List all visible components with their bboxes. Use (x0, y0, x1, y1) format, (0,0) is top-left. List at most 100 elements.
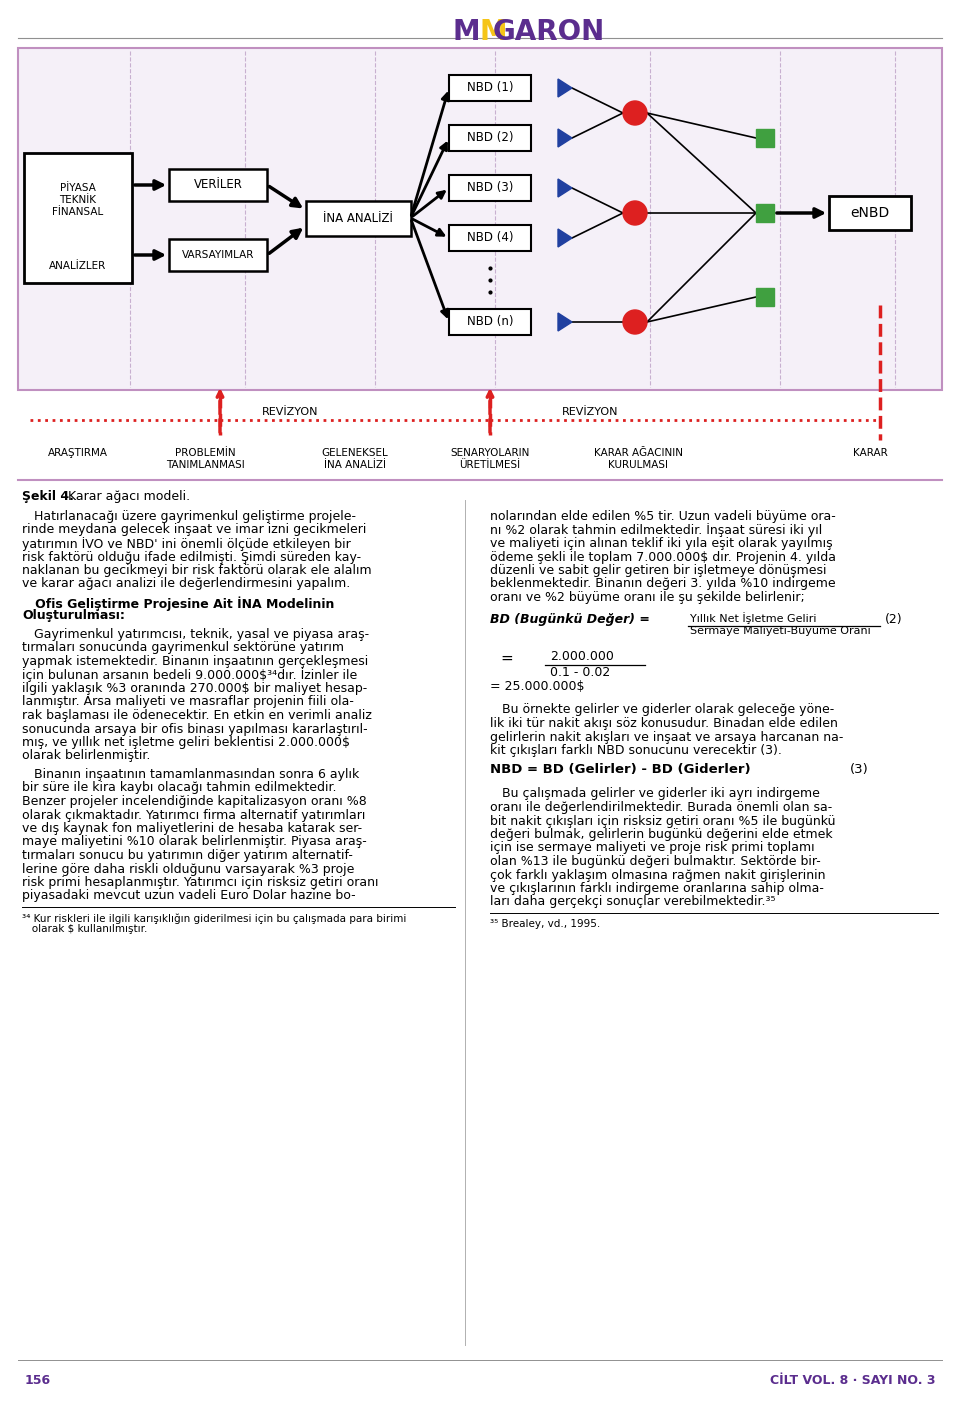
Text: M: M (452, 18, 480, 46)
Text: beklenmektedir. Binanın değeri 3. yılda %10 indirgeme: beklenmektedir. Binanın değeri 3. yılda … (490, 578, 835, 590)
Text: Benzer projeler incelendiğinde kapitalizasyon oranı %8: Benzer projeler incelendiğinde kapitaliz… (22, 795, 367, 808)
Text: VARSAYIMLAR: VARSAYIMLAR (181, 250, 254, 259)
Text: tırmaları sonucu bu yatırımın diğer yatırım alternatif-: tırmaları sonucu bu yatırımın diğer yatı… (22, 850, 353, 862)
Polygon shape (558, 179, 572, 198)
Text: naklanan bu gecikmeyi bir risk faktörü olarak ele alalım: naklanan bu gecikmeyi bir risk faktörü o… (22, 564, 372, 578)
Text: CİLT VOL. 8 · SAYI NO. 3: CİLT VOL. 8 · SAYI NO. 3 (770, 1374, 935, 1387)
Text: =: = (500, 651, 513, 666)
Text: NBD (n): NBD (n) (467, 315, 514, 328)
Text: Bu çalışmada gelirler ve giderler iki ayrı indirgeme: Bu çalışmada gelirler ve giderler iki ay… (490, 788, 820, 801)
Text: olan %13 ile bugünkü değeri bulmaktır. Sektörde bir-: olan %13 ile bugünkü değeri bulmaktır. S… (490, 855, 821, 868)
Bar (449, 224, 531, 251)
Polygon shape (558, 313, 572, 331)
Text: PİYASA
TEKNİK
FİNANSAL: PİYASA TEKNİK FİNANSAL (53, 184, 104, 216)
Text: bit nakit çıkışları için risksiz getiri oranı %5 ile bugünkü: bit nakit çıkışları için risksiz getiri … (490, 815, 835, 827)
Text: (3): (3) (850, 764, 869, 777)
Bar (756, 129, 774, 147)
Text: İNA ANALİZİ: İNA ANALİZİ (324, 212, 393, 224)
Bar (449, 74, 531, 101)
Text: Oluşturulması:: Oluşturulması: (22, 610, 125, 622)
Text: Ofis Geliştirme Projesine Ait İNA Modelinin: Ofis Geliştirme Projesine Ait İNA Modeli… (22, 596, 334, 610)
Polygon shape (558, 129, 572, 147)
Text: Şekil 4.: Şekil 4. (22, 491, 74, 503)
Text: maye maliyetini %10 olarak belirlenmiştir. Piyasa araş-: maye maliyetini %10 olarak belirlenmişti… (22, 836, 367, 848)
Text: REVİZYON: REVİZYON (262, 407, 319, 416)
Text: ³⁵ Brealey, vd., 1995.: ³⁵ Brealey, vd., 1995. (490, 918, 600, 930)
Text: lanmıştır. Arsa maliyeti ve masraflar projenin fiili ola-: lanmıştır. Arsa maliyeti ve masraflar pr… (22, 695, 354, 708)
Text: GARON: GARON (493, 18, 605, 46)
Circle shape (623, 200, 647, 224)
Text: = 25.000.000$: = 25.000.000$ (490, 680, 585, 693)
Bar (169, 170, 267, 200)
Text: eNBD: eNBD (851, 206, 890, 220)
Text: ve karar ağacı analizi ile değerlendirmesini yapalım.: ve karar ağacı analizi ile değerlendirme… (22, 578, 350, 590)
Text: Binanın inşaatının tamamlanmasından sonra 6 aylık: Binanın inşaatının tamamlanmasından sonr… (22, 768, 359, 781)
Text: lik iki tür nakit akışı söz konusudur. Binadan elde edilen: lik iki tür nakit akışı söz konusudur. B… (490, 716, 838, 730)
Text: yatırımın İVO ve NBD' ini önemli ölçüde etkileyen bir: yatırımın İVO ve NBD' ini önemli ölçüde … (22, 537, 350, 551)
Bar (756, 287, 774, 306)
Polygon shape (558, 229, 572, 247)
Text: gelirlerin nakit akışları ve inşaat ve arsaya harcanan na-: gelirlerin nakit akışları ve inşaat ve a… (490, 730, 844, 743)
Text: olarak çıkmaktadır. Yatırımcı firma alternatif yatırımları: olarak çıkmaktadır. Yatırımcı firma alte… (22, 809, 366, 822)
Text: REVİZYON: REVİZYON (562, 407, 618, 416)
Text: KARAR: KARAR (852, 449, 887, 458)
Text: oranı ve %2 büyüme oranı ile şu şekilde belirlenir;: oranı ve %2 büyüme oranı ile şu şekilde … (490, 592, 804, 604)
Text: tırmaları sonucunda gayrimenkul sektörüne yatırım: tırmaları sonucunda gayrimenkul sektörün… (22, 642, 344, 655)
Bar (24, 153, 132, 283)
Text: NBD (3): NBD (3) (467, 181, 514, 195)
Text: ARAŞTIRMA: ARAŞTIRMA (48, 449, 108, 458)
Text: M: M (480, 18, 508, 46)
Text: sonucunda arsaya bir ofis binası yapılması kararlaştırıl-: sonucunda arsaya bir ofis binası yapılma… (22, 722, 368, 736)
Text: Sermaye Maliyeti-Büyüme Oranı: Sermaye Maliyeti-Büyüme Oranı (690, 627, 871, 637)
Bar (449, 175, 531, 200)
Text: NBD = BD (Gelirler) - BD (Giderler): NBD = BD (Gelirler) - BD (Giderler) (490, 764, 751, 777)
Bar (449, 308, 531, 335)
Text: Bu örnekte gelirler ve giderler olarak geleceğe yöne-: Bu örnekte gelirler ve giderler olarak g… (490, 704, 834, 716)
Text: PROBLEMİN
TANIMLANMASI: PROBLEMİN TANIMLANMASI (166, 449, 245, 470)
Text: risk faktörü olduğu ifade edilmişti. Şimdi süreden kay-: risk faktörü olduğu ifade edilmişti. Şim… (22, 551, 361, 564)
Text: düzenli ve sabit gelir getiren bir işletmeye dönüşmesi: düzenli ve sabit gelir getiren bir işlet… (490, 564, 827, 578)
Text: SENARYOLARIN
ÜRETİLMESİ: SENARYOLARIN ÜRETİLMESİ (450, 449, 530, 470)
Text: NBD (4): NBD (4) (467, 231, 514, 244)
Text: rinde meydana gelecek inşaat ve imar izni gecikmeleri: rinde meydana gelecek inşaat ve imar izn… (22, 523, 367, 537)
Text: ³⁴ Kur riskleri ile ilgili karışıklığın giderilmesi için bu çalışmada para birim: ³⁴ Kur riskleri ile ilgili karışıklığın … (22, 913, 406, 924)
Text: piyasadaki mevcut uzun vadeli Euro Dolar hazine bo-: piyasadaki mevcut uzun vadeli Euro Dolar… (22, 889, 355, 903)
Text: kit çıkışları farklı NBD sonucunu verecektir (3).: kit çıkışları farklı NBD sonucunu verece… (490, 744, 781, 757)
Text: ANALİZLER: ANALİZLER (49, 261, 107, 271)
Text: olarak belirlenmiştir.: olarak belirlenmiştir. (22, 750, 151, 763)
Text: 156: 156 (25, 1374, 51, 1387)
Text: mış, ve yıllık net işletme geliri beklentisi 2.000.000$: mış, ve yıllık net işletme geliri beklen… (22, 736, 350, 749)
Bar (756, 205, 774, 222)
Text: oranı ile değerlendirilmektedir. Burada önemli olan sa-: oranı ile değerlendirilmektedir. Burada … (490, 801, 832, 815)
Text: Karar ağacı modeli.: Karar ağacı modeli. (68, 491, 190, 503)
Text: NBD (1): NBD (1) (467, 81, 514, 94)
Text: Hatırlanacağı üzere gayrimenkul geliştirme projele-: Hatırlanacağı üzere gayrimenkul geliştir… (22, 510, 356, 523)
Text: çok farklı yaklaşım olmasına rağmen nakit girişlerinin: çok farklı yaklaşım olmasına rağmen naki… (490, 868, 826, 882)
Text: bir süre ile kira kaybı olacağı tahmin edilmektedir.: bir süre ile kira kaybı olacağı tahmin e… (22, 781, 337, 795)
Bar (169, 238, 267, 271)
Text: için bulunan arsanın bedeli 9.000.000$³⁴dır. İzinler ile: için bulunan arsanın bedeli 9.000.000$³⁴… (22, 669, 357, 683)
Text: ve dış kaynak fon maliyetlerini de hesaba katarak ser-: ve dış kaynak fon maliyetlerini de hesab… (22, 822, 362, 836)
Text: VERİLER: VERİLER (194, 178, 243, 192)
Text: 2.000.000: 2.000.000 (550, 651, 613, 663)
Text: nolarından elde edilen %5 tir. Uzun vadeli büyüme ora-: nolarından elde edilen %5 tir. Uzun vade… (490, 510, 836, 523)
Text: NBD (2): NBD (2) (467, 132, 514, 144)
Text: 0.1 - 0.02: 0.1 - 0.02 (550, 666, 611, 679)
Text: risk primi hesaplanmıştır. Yatırımcı için risksiz getiri oranı: risk primi hesaplanmıştır. Yatırımcı içi… (22, 876, 378, 889)
Text: nı %2 olarak tahmin edilmektedir. İnşaat süresi iki yıl: nı %2 olarak tahmin edilmektedir. İnşaat… (490, 523, 823, 537)
Text: Yıllık Net İşletme Geliri: Yıllık Net İşletme Geliri (690, 613, 817, 624)
Bar (829, 196, 911, 230)
Text: lerine göre daha riskli olduğunu varsayarak %3 proje: lerine göre daha riskli olduğunu varsaya… (22, 862, 354, 875)
Text: (2): (2) (885, 613, 902, 627)
Text: olarak $ kullanılmıştır.: olarak $ kullanılmıştır. (22, 924, 148, 934)
Text: için ise sermaye maliyeti ve proje risk primi toplamı: için ise sermaye maliyeti ve proje risk … (490, 841, 815, 854)
Text: ilgili yaklaşık %3 oranında 270.000$ bir maliyet hesap-: ilgili yaklaşık %3 oranında 270.000$ bir… (22, 681, 368, 695)
Circle shape (623, 310, 647, 334)
Bar (449, 125, 531, 151)
Text: değeri bulmak, gelirlerin bugünkü değerini elde etmek: değeri bulmak, gelirlerin bugünkü değeri… (490, 829, 832, 841)
Text: GELENEKSEL
İNA ANALİZİ: GELENEKSEL İNA ANALİZİ (322, 449, 389, 470)
Text: yapmak istemektedir. Binanın inşaatının gerçekleşmesi: yapmak istemektedir. Binanın inşaatının … (22, 655, 369, 667)
Circle shape (623, 101, 647, 125)
Text: ve çıkışlarının farklı indirgeme oranlarına sahip olma-: ve çıkışlarının farklı indirgeme oranlar… (490, 882, 824, 894)
Bar (305, 200, 411, 236)
